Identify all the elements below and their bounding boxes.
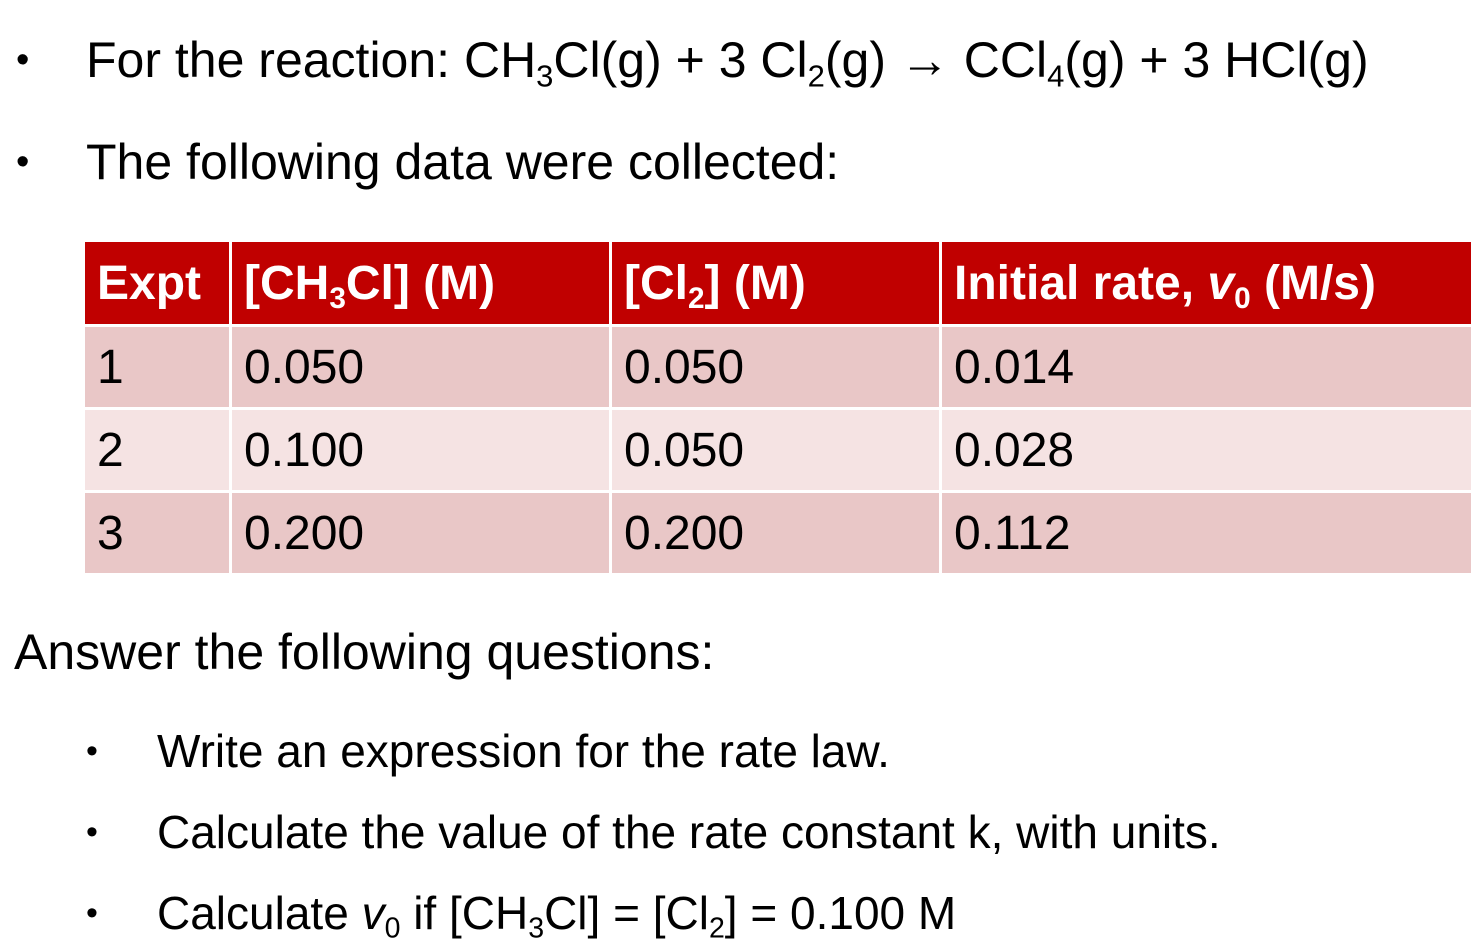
reaction-equation: For the reaction: CH3Cl(g) + 3 Cl2(g) → … [86,30,1369,94]
rate-data-table: Expt [CH3Cl] (M) [Cl2] (M) Initial rate,… [82,239,1471,576]
cell-expt: 2 [82,407,232,493]
header-ch3cl-pre: [CH [244,256,330,310]
table-row: 2 0.100 0.050 0.028 [82,407,1471,493]
question-rate-law: Write an expression for the rate law. [157,725,890,777]
bullet-dot-q1: • [86,732,98,770]
header-rate-sub: 0 [1234,281,1251,315]
reaction-seg-2: Cl(g) + 3 Cl [553,32,808,88]
q3-sub2: 2 [708,912,725,945]
cell-cl2: 0.200 [609,490,942,576]
reaction-seg-4: (g) + 3 HCl(g) [1064,32,1369,88]
bullet-dot-reaction: • [16,39,30,81]
reaction-seg-3: (g) → CCl [824,32,1048,88]
reaction-sub-3: 4 [1047,58,1065,94]
reaction-prefix: For the reaction: CH [86,32,537,88]
header-cl2: [Cl2] (M) [609,239,942,327]
reaction-sub-2: 2 [807,58,825,94]
cell-rate: 0.028 [939,407,1471,493]
header-rate-post: (M/s) [1250,256,1376,310]
q3-v: v [361,887,385,939]
cell-ch3cl: 0.200 [229,490,612,576]
q3-v-sub: 0 [384,912,401,945]
bullet-dot-q2: • [86,813,98,851]
cell-cl2: 0.050 [609,407,942,493]
cell-rate: 0.112 [939,490,1471,576]
reaction-sub-1: 3 [536,58,554,94]
questions-heading: Answer the following questions: [14,624,715,680]
header-ch3cl-post: Cl] (M) [345,256,496,310]
cell-expt: 1 [82,324,232,410]
question-calc-v0: Calculate v0 if [CH3Cl] = [Cl2] = 0.100 … [157,886,957,943]
header-rate-v: v [1207,256,1235,310]
cell-ch3cl: 0.050 [229,324,612,410]
header-ch3cl-sub: 3 [329,281,346,315]
header-cl2-sub: 2 [687,281,705,315]
data-intro: The following data were collected: [86,134,840,190]
header-ch3cl: [CH3Cl] (M) [229,239,612,327]
bullet-dot-data: • [16,141,30,183]
q3-mid2: Cl] = [Cl [544,887,709,939]
table-row: 3 0.200 0.200 0.112 [82,490,1471,576]
q3-mid1: if [CH [400,887,529,939]
header-cl2-pre: [Cl [624,256,688,310]
header-rate-pre: Initial rate, [954,256,1208,310]
cell-ch3cl: 0.100 [229,407,612,493]
table-header-row: Expt [CH3Cl] (M) [Cl2] (M) Initial rate,… [82,239,1471,327]
bullet-dot-q3: • [86,894,98,932]
question-rate-constant: Calculate the value of the rate constant… [157,806,1221,858]
header-initial-rate: Initial rate, v0 (M/s) [939,239,1471,327]
cell-rate: 0.014 [939,324,1471,410]
cell-expt: 3 [82,490,232,576]
q3-pre: Calculate [157,887,362,939]
cell-cl2: 0.050 [609,324,942,410]
q3-sub1: 3 [528,912,545,945]
header-expt: Expt [82,239,232,327]
header-cl2-post: ] (M) [704,256,806,310]
table-row: 1 0.050 0.050 0.014 [82,324,1471,410]
q3-post: ] = 0.100 M [724,887,957,939]
